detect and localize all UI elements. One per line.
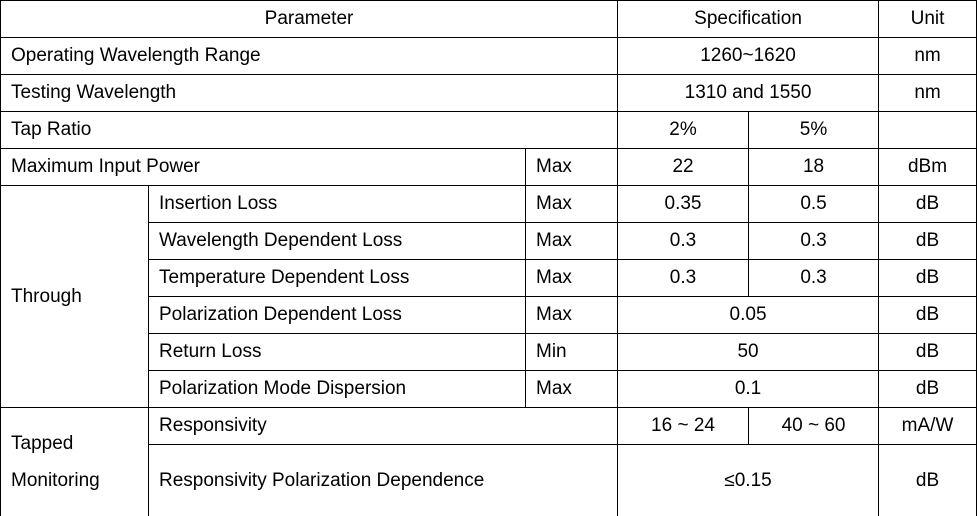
cell: Testing Wavelength [0,74,619,112]
cell: Responsivity Polarization Dependence [147,444,619,516]
cell: Wavelength Dependent Loss [148,222,526,260]
row: Responsivity Polarization Dependence ≤0.… [1,444,977,516]
cell: Max [524,370,619,408]
cell: Insertion Loss [148,185,526,223]
cell: nm [878,74,977,112]
cell: Min [524,333,619,371]
cell: Responsivity [147,407,619,445]
header-cell: Unit [878,0,977,38]
cell: mA/W [878,407,977,445]
cell: Max [524,259,619,297]
row: Polarization Mode Dispersion Max 0.1 dB [1,370,977,408]
cell: 0.3 [748,259,880,297]
cell: dB [878,259,977,297]
cell: Max [524,148,619,186]
group-cell: Tapped Monitoring [0,407,149,516]
cell: Polarization Mode Dispersion [148,370,526,408]
header-cell: Parameter [0,0,619,38]
cell: Temperature Dependent Loss [148,259,526,297]
cell: 0.3 [748,222,880,260]
cell: 1310 and 1550 [617,74,880,112]
cell: 50 [617,333,880,371]
cell: dB [878,444,977,516]
cell: Polarization Dependent Loss [148,296,526,334]
cell: 0.35 [617,185,750,223]
cell: Operating Wavelength Range [0,37,619,75]
cell: Max [524,222,619,260]
cell: 18 [748,148,880,186]
row: Tapped Monitoring Responsivity 16 ~ 24 4… [0,407,977,516]
cell: Tap Ratio [0,111,619,149]
cell: Maximum Input Power [0,148,526,186]
cell: dB [878,370,977,408]
cell: 0.1 [617,370,880,408]
cell: dB [878,333,977,371]
cell [878,111,977,149]
row: Wavelength Dependent Loss Max 0.3 0.3 dB [1,222,977,260]
cell: 0.5 [748,185,880,223]
cell: Max [524,296,619,334]
row: Through Insertion Loss Max 0.35 0.5 dB [0,185,977,408]
cell: dB [878,296,977,334]
header-cell: Specification [617,0,880,38]
cell: dB [878,222,977,260]
cell: 40 ~ 60 [748,407,880,445]
group-cell: Through [0,185,149,408]
row: Operating Wavelength Range 1260~1620 nm [0,37,977,75]
cell: 16 ~ 24 [617,407,750,445]
cell: 0.05 [617,296,880,334]
cell: 0.3 [617,259,750,297]
cell: dBm [878,148,977,186]
cell: 2% [617,111,750,149]
cell: 0.3 [617,222,750,260]
row: Polarization Dependent Loss Max 0.05 dB [1,296,977,334]
cell: 5% [748,111,880,149]
header-row: Parameter Specification Unit [0,0,977,38]
cell: dB [878,185,977,223]
row: Temperature Dependent Loss Max 0.3 0.3 d… [1,259,977,297]
row: Testing Wavelength 1310 and 1550 nm [0,74,977,112]
cell: 22 [617,148,750,186]
cell: ≤0.15 [617,444,880,516]
cell: nm [878,37,977,75]
row: Maximum Input Power Max 22 18 dBm [0,148,977,186]
cell: 1260~1620 [617,37,880,75]
row: Tap Ratio 2% 5% [0,111,977,149]
cell: Return Loss [148,333,526,371]
cell: Max [524,185,619,223]
